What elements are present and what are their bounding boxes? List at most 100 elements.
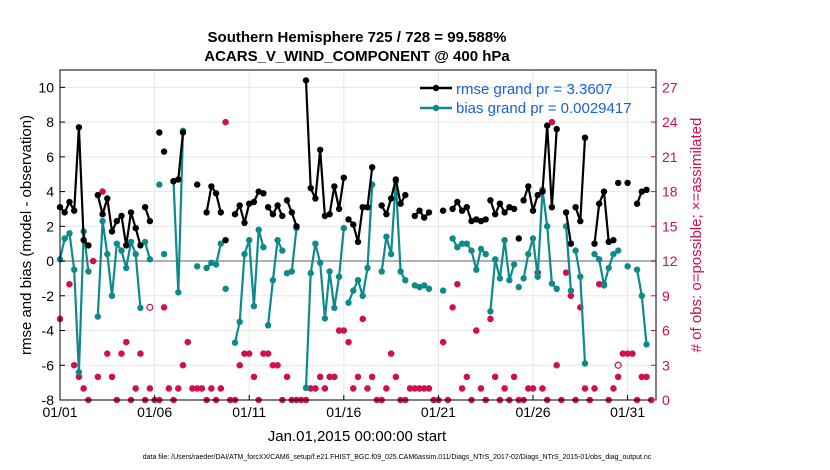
obs-assimilated-marker xyxy=(94,373,101,380)
rmse-point xyxy=(260,190,267,197)
rmse-point xyxy=(643,186,650,193)
obs-assimilated-marker xyxy=(454,281,461,288)
rmse-point xyxy=(236,202,243,209)
bias-line xyxy=(267,239,284,326)
bias-point xyxy=(501,237,508,244)
y-right-tick-label: 0 xyxy=(662,392,670,408)
bias-point xyxy=(591,250,598,258)
rmse-point xyxy=(212,190,220,197)
rmse-point xyxy=(279,212,286,220)
bias-point xyxy=(312,240,319,247)
bias-point xyxy=(217,240,224,247)
rmse-point xyxy=(208,183,215,190)
obs-assimilated-marker xyxy=(283,373,291,380)
y-right-tick-label: 9 xyxy=(662,288,670,304)
bias-point xyxy=(274,237,281,244)
bias-point xyxy=(156,181,163,188)
rmse-point xyxy=(378,202,385,209)
obs-assimilated-marker xyxy=(619,350,626,357)
rmse-line xyxy=(205,185,222,213)
obs-assimilated-marker xyxy=(265,350,272,357)
rmse-point xyxy=(118,212,125,220)
bias-point xyxy=(468,247,475,254)
rmse-point xyxy=(402,191,409,199)
bias-point xyxy=(85,268,92,275)
obs-assimilated-marker xyxy=(194,385,201,392)
x-tick-label: 01/26 xyxy=(515,404,550,420)
rmse-point xyxy=(66,198,73,206)
y-axis-label: rmse and bias (model - observation) xyxy=(18,115,35,355)
bias-point xyxy=(520,275,527,282)
rmse-point xyxy=(581,134,589,141)
rmse-point xyxy=(496,200,504,207)
bias-point xyxy=(610,250,617,258)
obs-assimilated-marker xyxy=(222,119,229,126)
obs-assimilated-marker xyxy=(553,362,560,369)
bias-point xyxy=(525,250,532,258)
bias-point xyxy=(449,235,456,242)
bias-point xyxy=(643,341,650,348)
obs-assimilated-marker xyxy=(610,385,617,392)
rmse-point xyxy=(411,212,418,220)
bias-point xyxy=(350,287,357,294)
bias-line xyxy=(380,180,407,281)
obs-assimilated-marker xyxy=(392,373,399,380)
bias-point xyxy=(506,277,513,284)
obs-assimilated-marker xyxy=(421,385,428,392)
bias-line xyxy=(489,239,516,312)
rmse-point xyxy=(633,200,641,207)
rmse-point xyxy=(449,205,456,213)
bias-point xyxy=(241,250,248,258)
rmse-point xyxy=(458,207,466,214)
obs-possible-marker xyxy=(614,361,622,369)
obs-assimilated-marker xyxy=(175,385,182,392)
obs-assimilated-marker xyxy=(307,385,314,392)
bias-point xyxy=(66,230,73,237)
rmse-point xyxy=(383,211,390,218)
rmse-point xyxy=(397,200,404,207)
rmse-point xyxy=(108,228,116,235)
bias-point xyxy=(581,360,589,367)
x-tick-label: 01/21 xyxy=(421,404,456,420)
y-tick-label: 4 xyxy=(46,184,54,200)
bias-point xyxy=(402,277,409,284)
bias-point xyxy=(473,266,480,273)
x-tick-label: 01/01 xyxy=(42,404,77,420)
bias-point xyxy=(71,266,78,273)
bias-point xyxy=(624,263,631,270)
obs-assimilated-marker xyxy=(511,373,518,380)
y-tick-label: 10 xyxy=(38,79,54,95)
obs-assimilated-marker xyxy=(241,350,248,357)
rmse-point xyxy=(350,221,357,228)
rmse-point xyxy=(231,211,239,218)
bias-point xyxy=(439,287,447,294)
obs-assimilated-marker xyxy=(345,339,352,346)
bias-series xyxy=(56,127,650,391)
obs-assimilated-marker xyxy=(317,373,324,380)
rmse-point xyxy=(331,183,338,190)
obs-assimilated-marker xyxy=(146,385,153,392)
obs-assimilated-marker xyxy=(66,281,73,288)
bias-point xyxy=(307,270,314,277)
rmse-point xyxy=(544,122,551,129)
obs-assimilated-marker xyxy=(217,385,224,392)
rmse-point xyxy=(562,209,570,216)
legend-rmse-label: rmse grand pr = 3.3607 xyxy=(456,81,612,98)
rmse-point xyxy=(610,237,617,244)
rmse-point xyxy=(160,148,168,155)
rmse-point xyxy=(127,209,135,216)
bias-point xyxy=(104,250,111,258)
rmse-point xyxy=(132,224,139,232)
bias-point xyxy=(548,280,556,287)
obs-assimilated-marker xyxy=(463,373,470,380)
footer-data-file: data file: /Users/raeder/DAI/ATM_forcXX/… xyxy=(143,454,652,461)
bias-point xyxy=(123,264,130,272)
bias-point xyxy=(425,285,433,292)
rmse-point xyxy=(364,204,371,211)
obs-assimilated-marker xyxy=(189,385,196,392)
bias-point xyxy=(605,264,612,272)
rmse-point xyxy=(123,242,130,249)
bias-point xyxy=(544,223,551,230)
rmse-point xyxy=(548,204,556,211)
